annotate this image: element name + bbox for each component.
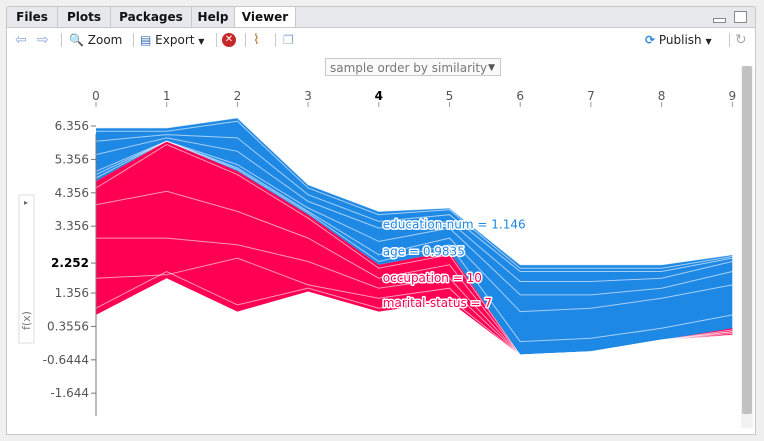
y-tick-label: -0.6444 — [43, 353, 89, 367]
popout-icon[interactable]: ❐ — [283, 33, 294, 47]
x-tick-label: 5 — [446, 89, 454, 103]
viewer-toolbar: ⇦ ⇨ 🔍 Zoom ▤ Export ▼ ✕ ⌇ ❐ ⟳ Publish ▼ … — [6, 27, 756, 53]
y-axis-label: f(x) — [20, 311, 33, 330]
x-tick-label: 3 — [304, 89, 312, 103]
feature-line-blue — [95, 134, 733, 272]
tab-help[interactable]: Help — [192, 7, 235, 27]
zoom-icon: 🔍 — [69, 33, 84, 47]
negative-contribution-area — [96, 117, 733, 356]
feature-annotation: occupation = 10 — [383, 271, 482, 285]
y-tick-label: 4.356 — [55, 186, 89, 200]
export-button[interactable]: ▤ Export ▼ — [140, 33, 205, 47]
forward-arrow-icon[interactable]: ⇨ — [37, 32, 49, 48]
maximize-icon[interactable] — [734, 11, 747, 23]
zoom-button[interactable]: 🔍 Zoom — [69, 33, 123, 47]
chevron-down-icon: ▼ — [198, 37, 205, 46]
back-arrow-icon[interactable]: ⇦ — [15, 32, 27, 48]
tab-bar: Files Plots Packages Help Viewer — [6, 6, 756, 28]
tab-plots[interactable]: Plots — [58, 7, 111, 27]
clear-icon[interactable]: ✕ — [222, 33, 236, 47]
x-tick-label: 4 — [375, 89, 383, 103]
chevron-down-icon: ▼ — [705, 37, 712, 46]
export-icon: ▤ — [140, 33, 152, 47]
x-tick-label: 8 — [658, 89, 666, 103]
scrollbar-thumb[interactable] — [742, 66, 752, 414]
feature-line-red — [95, 270, 733, 356]
positive-contribution-area — [96, 141, 733, 355]
y-tick-label: 5.356 — [55, 152, 89, 166]
feature-annotation: age = 0.9835 — [383, 244, 465, 258]
x-tick-label: 6 — [516, 89, 524, 103]
y-tick-label: 6.356 — [55, 119, 89, 133]
scrollbar[interactable] — [741, 66, 753, 428]
y-tick-label: 1.356 — [55, 286, 89, 300]
tab-viewer[interactable]: Viewer — [235, 7, 296, 28]
feature-line-blue — [95, 140, 733, 343]
tab-files[interactable]: Files — [7, 7, 58, 27]
x-tick-label: 0 — [92, 89, 100, 103]
chevron-down-icon: ▼ — [488, 63, 495, 73]
publish-button[interactable]: ⟳ Publish ▼ — [645, 33, 712, 47]
x-tick-label: 2 — [234, 89, 242, 103]
force-plot-chart: 6.356 5.356 4.356 3.356 2.252 1.356 0.3556 -0.6… — [18, 89, 736, 416]
tab-packages[interactable]: Packages — [111, 7, 192, 27]
y-tick-label: 2.252 — [51, 256, 89, 270]
refresh-icon[interactable]: ↻ — [735, 32, 747, 48]
top-edge-line — [96, 117, 733, 266]
feature-annotation: marital-status = 7 — [383, 296, 492, 310]
x-tick-label: 9 — [728, 89, 736, 103]
broom-icon[interactable]: ⌇ — [253, 32, 260, 48]
feature-line-blue — [95, 140, 733, 296]
feature-line-blue — [95, 140, 733, 313]
minimize-icon[interactable] — [713, 18, 727, 23]
y-tick-label: -1.644 — [50, 386, 89, 400]
y-tick-label: 0.3556 — [47, 319, 89, 333]
feature-annotation: education-num = 1.146 — [383, 218, 526, 232]
feature-line-blue — [95, 137, 733, 282]
y-tick-label: 3.356 — [55, 219, 89, 233]
viewer-content: sample order by similarity ▼ 6.356 5.356 4… — [6, 52, 756, 435]
expand-arrow-icon: ▸ — [24, 198, 28, 207]
sample-order-select[interactable]: sample order by similarity ▼ — [325, 58, 501, 76]
feature-line-blue — [96, 120, 733, 269]
x-tick-label: 7 — [587, 89, 595, 103]
ylabel-box — [18, 194, 35, 344]
publish-icon: ⟳ — [645, 33, 656, 47]
x-tick-label: 1 — [163, 89, 171, 103]
